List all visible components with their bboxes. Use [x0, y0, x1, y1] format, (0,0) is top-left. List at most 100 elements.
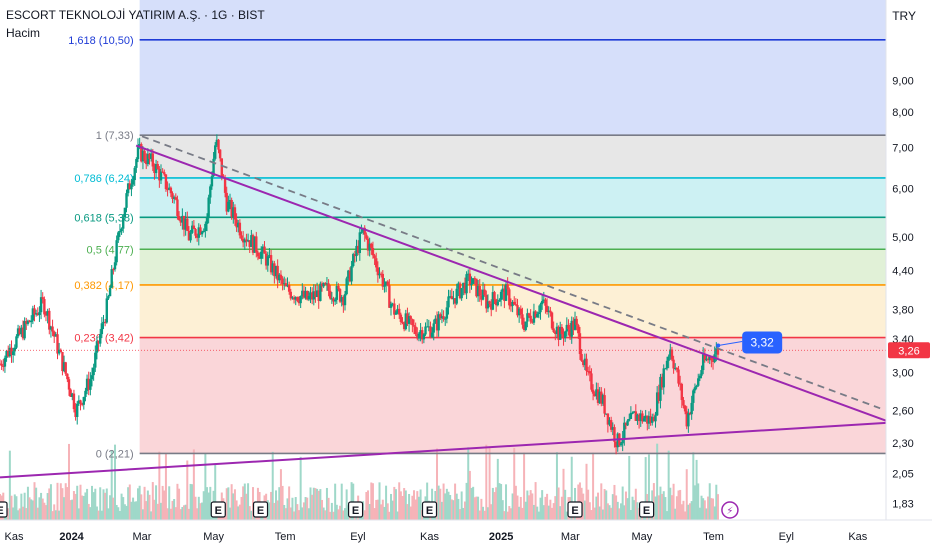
volume-bar	[140, 494, 143, 520]
volume-bar	[127, 487, 130, 520]
candle-body	[608, 420, 611, 425]
volume-bar	[409, 506, 412, 520]
candle-body	[572, 320, 575, 330]
candle-body	[255, 236, 258, 253]
fib-zone	[139, 39, 886, 136]
candle-body	[554, 331, 557, 334]
volume-bar	[654, 496, 657, 520]
volume-bar	[207, 492, 210, 520]
candle-body	[539, 304, 542, 313]
volume-bar	[532, 504, 535, 520]
volume-bar	[81, 495, 84, 520]
candle-body	[243, 239, 246, 243]
candle-body	[460, 288, 463, 299]
volume-bar	[657, 495, 660, 520]
candle-body	[202, 231, 205, 233]
candle-body	[664, 368, 667, 370]
volume-bar	[610, 507, 613, 520]
volume-indicator-label[interactable]: Hacim	[6, 26, 41, 40]
time-axis-tick: Mar	[133, 531, 152, 543]
volume-bar	[130, 501, 133, 520]
candle-body	[215, 139, 219, 146]
volume-bar	[490, 504, 493, 520]
volume-bar	[339, 505, 342, 520]
candle-body	[583, 358, 587, 366]
candle-body	[112, 269, 115, 271]
candle-body	[174, 197, 177, 200]
candle-body	[177, 215, 181, 221]
volume-bar	[595, 496, 598, 520]
candle-body	[246, 240, 250, 242]
callout-pointer	[718, 340, 743, 346]
candle-body	[268, 255, 271, 257]
volume-bar	[516, 495, 519, 520]
volume-bar	[483, 510, 486, 520]
volume-bar	[393, 486, 396, 520]
volume-bar	[385, 485, 388, 520]
volume-bar	[23, 492, 26, 520]
volume-bar	[112, 497, 115, 520]
candle-body	[389, 303, 393, 308]
volume-bar	[449, 495, 452, 520]
volume-bar	[48, 488, 51, 520]
candle-body	[204, 223, 207, 232]
candle-body	[248, 240, 251, 247]
candle-body	[366, 238, 370, 251]
candle-body	[421, 330, 424, 340]
candle-body	[519, 308, 523, 315]
fib-level-label: 1,618 (10,50)	[68, 35, 133, 47]
candle-body	[394, 312, 398, 315]
candle-body	[414, 326, 417, 335]
candle-body	[126, 183, 130, 194]
volume-bar	[72, 491, 75, 520]
volume-bar	[616, 501, 619, 520]
candle-body	[379, 273, 383, 275]
volume-bar	[109, 495, 112, 520]
candle-body	[348, 270, 352, 282]
volume-bar	[685, 469, 688, 520]
volume-bar	[286, 498, 289, 520]
candle-body	[659, 376, 662, 401]
candle-body	[38, 312, 41, 316]
volume-bar	[363, 510, 366, 520]
volume-bar	[399, 491, 402, 520]
volume-bar	[214, 464, 217, 520]
volume-bar	[662, 491, 665, 520]
candle-body	[481, 289, 485, 300]
candle-body	[655, 392, 659, 416]
volume-bar	[682, 500, 685, 520]
volume-bar	[588, 502, 591, 520]
candle-body	[340, 297, 343, 302]
volume-bar	[350, 482, 353, 520]
volume-bar	[319, 489, 322, 520]
volume-bar	[128, 484, 131, 520]
candle-body	[176, 199, 179, 216]
candle-body	[191, 225, 194, 233]
candle-body	[76, 403, 79, 418]
volume-bar	[270, 491, 273, 520]
candle-body	[39, 297, 43, 313]
time-axis-tick: Eyl	[779, 531, 794, 543]
volume-bar	[92, 492, 95, 520]
volume-bar	[132, 497, 135, 520]
fib-level-label: 0,618 (5,38)	[74, 212, 133, 224]
volume-bar	[710, 498, 713, 520]
volume-bar	[626, 498, 629, 520]
candle-body	[544, 299, 547, 306]
candle-body	[524, 321, 527, 331]
candle-body	[378, 273, 381, 276]
candle-body	[54, 334, 58, 337]
volume-bar	[87, 503, 90, 520]
volume-bar	[623, 505, 626, 520]
candle-body	[158, 169, 161, 181]
candle-body	[641, 413, 644, 422]
candle-body	[593, 393, 596, 397]
volume-bar	[324, 510, 327, 520]
volume-bar	[521, 507, 524, 520]
candle-body	[233, 207, 237, 220]
volume-bar	[250, 510, 253, 520]
volume-bar	[137, 488, 140, 520]
volume-bar	[7, 508, 10, 520]
